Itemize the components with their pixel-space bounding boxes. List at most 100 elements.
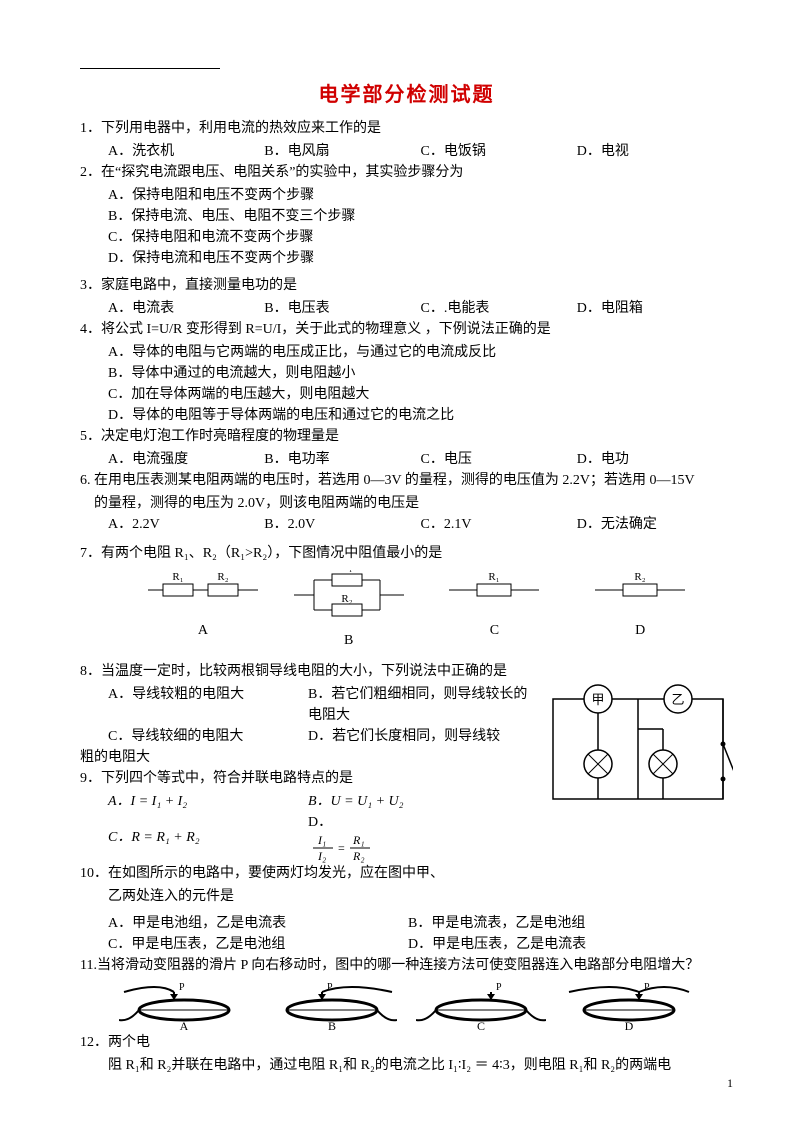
q2-options: A．保持电阻和电压不变两个步骤 B．保持电流、电压、电阻不变三个步骤 C．保持电… — [80, 185, 733, 269]
q5-options: A．电流强度 B．电功率 C．电压 D．电功 — [80, 449, 733, 470]
q8-B: B．若它们粗细相同，则导线较长的电阻大 — [308, 684, 533, 726]
q5-C: C．电压 — [421, 449, 577, 470]
page-number: 1 — [727, 1074, 733, 1092]
q1-D: D．电视 — [577, 141, 733, 162]
q7-label-D: D — [635, 620, 645, 641]
q3-B: B．电压表 — [264, 298, 420, 319]
q10-circuit-diagram: 甲 乙 — [543, 684, 733, 814]
q7-label-A: A — [198, 620, 208, 641]
q1-options: A．洗衣机 B．电风扇 C．电饭锅 D．电视 — [80, 141, 733, 162]
svg-text:I₂: I₂ — [317, 849, 326, 863]
header-rule — [80, 68, 220, 69]
q10-stem2: 乙两处连入的元件是 — [80, 886, 533, 907]
q5-D: D．电功 — [577, 449, 733, 470]
svg-text:R₂: R₂ — [341, 593, 352, 605]
q6-A: A．2.2V — [108, 514, 264, 535]
q2-stem: 2．在“探究电流跟电压、电阻关系”的实验中，其实验步骤分为 — [80, 162, 733, 183]
q6-options: A．2.2V B．2.0V C．2.1V D．无法确定 — [80, 514, 733, 535]
svg-text:A: A — [180, 1019, 189, 1032]
q6-C: C．2.1V — [421, 514, 577, 535]
svg-text:B: B — [328, 1019, 336, 1032]
q6-B: B．2.0V — [264, 514, 420, 535]
svg-text:R₂: R₂ — [217, 571, 228, 583]
q8-stem: 8．当温度一定时，比较两根铜导线电阻的大小，下列说法中正确的是 — [80, 661, 733, 682]
q10-C: C．甲是电压表，乙是电池组 — [108, 934, 408, 955]
q7-diagrams: R₁ R₂ A R₁ R₂ B R₁ — [80, 566, 733, 651]
q9-D: D． I₁ I₂ = R₁ R₂ — [308, 812, 533, 863]
q5-B: B．电功率 — [264, 449, 420, 470]
q2-D: D．保持电流和电压不变两个步骤 — [80, 248, 733, 269]
q8-A: A．导线较粗的电阻大 — [108, 684, 308, 726]
q5-stem: 5．决定电灯泡工作时亮暗程度的物理量是 — [80, 426, 733, 447]
q3-options: A．电流表 B．电压表 C．.电能表 D．电阻箱 — [80, 298, 733, 319]
q11-diagram-C: P C — [416, 982, 546, 1032]
q4-D: D．导体的电阻等于导体两端的电压和通过它的电流之比 — [80, 405, 733, 426]
svg-text:I₁: I₁ — [317, 833, 326, 847]
q11-stem: 11.当将滑动变阻器的滑片 P 向右移动时，图中的哪一种连接方法可使变阻器连入电… — [80, 955, 733, 976]
q5-A: A．电流强度 — [108, 449, 264, 470]
q7-stem: 7．有两个电阻 R₁、R₂（R₁>R₂），下图情况中阻值最小的是 — [80, 543, 733, 564]
q7-diagram-D: R₂ — [585, 570, 695, 610]
q7-diagram-C: R₁ — [439, 570, 549, 610]
q1-C: C．电饭锅 — [421, 141, 577, 162]
q4-C: C．加在导体两端的电压越大，则电阻越大 — [80, 384, 733, 405]
svg-text:P: P — [644, 982, 650, 993]
svg-text:R₁: R₁ — [352, 833, 365, 847]
svg-text:C: C — [477, 1019, 485, 1032]
q8-tail: 粗的电阻大 — [80, 747, 533, 768]
svg-text:=: = — [338, 841, 345, 855]
q2-A: A．保持电阻和电压不变两个步骤 — [80, 185, 733, 206]
q3-C: C．.电能表 — [421, 298, 577, 319]
q4-stem: 4．将公式 I=U/R 变形得到 R=U/I，关于此式的物理意义 ，下例说法正确… — [80, 319, 733, 340]
q7-label-C: C — [490, 620, 499, 641]
svg-text:R₁: R₁ — [341, 570, 352, 573]
q10-row1: A．甲是电池组，乙是电流表 B．甲是电流表，乙是电池组 — [80, 913, 733, 934]
q7-diagram-A: R₁ R₂ — [148, 570, 258, 610]
q10-A: A．甲是电池组，乙是电流表 — [108, 913, 408, 934]
q12-stem1: 12．两个电 — [80, 1032, 733, 1053]
q8-row2: C．导线较细的电阻大 D．若它们长度相同，则导线较 — [80, 726, 533, 747]
q6-D: D．无法确定 — [577, 514, 733, 535]
svg-text:P: P — [179, 982, 185, 993]
q4-B: B．导体中通过的电流越大，则电阻越小 — [80, 363, 733, 384]
q8-D: D．若它们长度相同，则导线较 — [308, 726, 533, 747]
q1-B: B．电风扇 — [264, 141, 420, 162]
q9-C: C．R = R₁ + R₂ — [108, 827, 308, 848]
q2-B: B．保持电流、电压、电阻不变三个步骤 — [80, 206, 733, 227]
page-title: 电学部分检测试题 — [80, 80, 733, 110]
q11-diagram-A: P A — [119, 982, 249, 1032]
q3-D: D．电阻箱 — [577, 298, 733, 319]
q9-D-fraction: I₁ I₂ = R₁ R₂ — [308, 833, 378, 863]
q3-A: A．电流表 — [108, 298, 264, 319]
svg-text:P: P — [496, 982, 502, 993]
q9-row1: A．I = I₁ + I₂ B．U = U₁ + U₂ — [80, 791, 533, 812]
q7-diagram-B: R₁ R₂ — [294, 570, 404, 620]
q10-D: D．甲是电压表，乙是电流表 — [408, 934, 733, 955]
q11-diagram-B: P B — [267, 982, 397, 1032]
svg-text:D: D — [625, 1019, 634, 1032]
q2-C: C．保持电阻和电流不变两个步骤 — [80, 227, 733, 248]
q8-C: C．导线较细的电阻大 — [108, 726, 308, 747]
q9-A: A．I = I₁ + I₂ — [108, 791, 308, 812]
q7-label-B: B — [344, 630, 353, 651]
svg-text:乙: 乙 — [671, 692, 684, 707]
q10-B: B．甲是电流表，乙是电池组 — [408, 913, 733, 934]
q12-stem2: 阻 R₁和 R₂并联在电路中，通过电阻 R₁和 R₂的电流之比 I₁∶I₂ ＝ … — [80, 1055, 733, 1076]
svg-text:R₂: R₂ — [352, 849, 365, 863]
svg-text:甲: 甲 — [591, 692, 604, 707]
q6-stem1: 6. 在用电压表测某电阻两端的电压时，若选用 0—3V 的量程，测得的电压值为 … — [80, 470, 733, 491]
q11-diagrams: P A P B P C P D — [80, 982, 733, 1032]
q10-stem1: 10．在如图所示的电路中，要使两灯均发光，应在图中甲、 — [80, 863, 533, 884]
svg-text:R₂: R₂ — [635, 571, 646, 583]
q1-A: A．洗衣机 — [108, 141, 264, 162]
q1-stem: 1．下列用电器中，利用电流的热效应来工作的是 — [80, 118, 733, 139]
q10-row2: C．甲是电压表，乙是电池组 D．甲是电压表，乙是电流表 — [80, 934, 733, 955]
q9-stem: 9．下列四个等式中，符合并联电路特点的是 — [80, 768, 533, 789]
q9-row2: C．R = R₁ + R₂ D． I₁ I₂ = R₁ R₂ — [80, 812, 533, 863]
q4-options: A．导体的电阻与它两端的电压成正比，与通过它的电流成反比 B．导体中通过的电流越… — [80, 342, 733, 426]
q3-stem: 3．家庭电路中，直接测量电功的是 — [80, 275, 733, 296]
q8-row1: A．导线较粗的电阻大 B．若它们粗细相同，则导线较长的电阻大 — [80, 684, 533, 726]
q4-A: A．导体的电阻与它两端的电压成正比，与通过它的电流成反比 — [80, 342, 733, 363]
q6-stem2: 的量程，测得的电压为 2.0V，则该电阻两端的电压是 — [80, 493, 733, 514]
svg-text:P: P — [327, 982, 333, 993]
